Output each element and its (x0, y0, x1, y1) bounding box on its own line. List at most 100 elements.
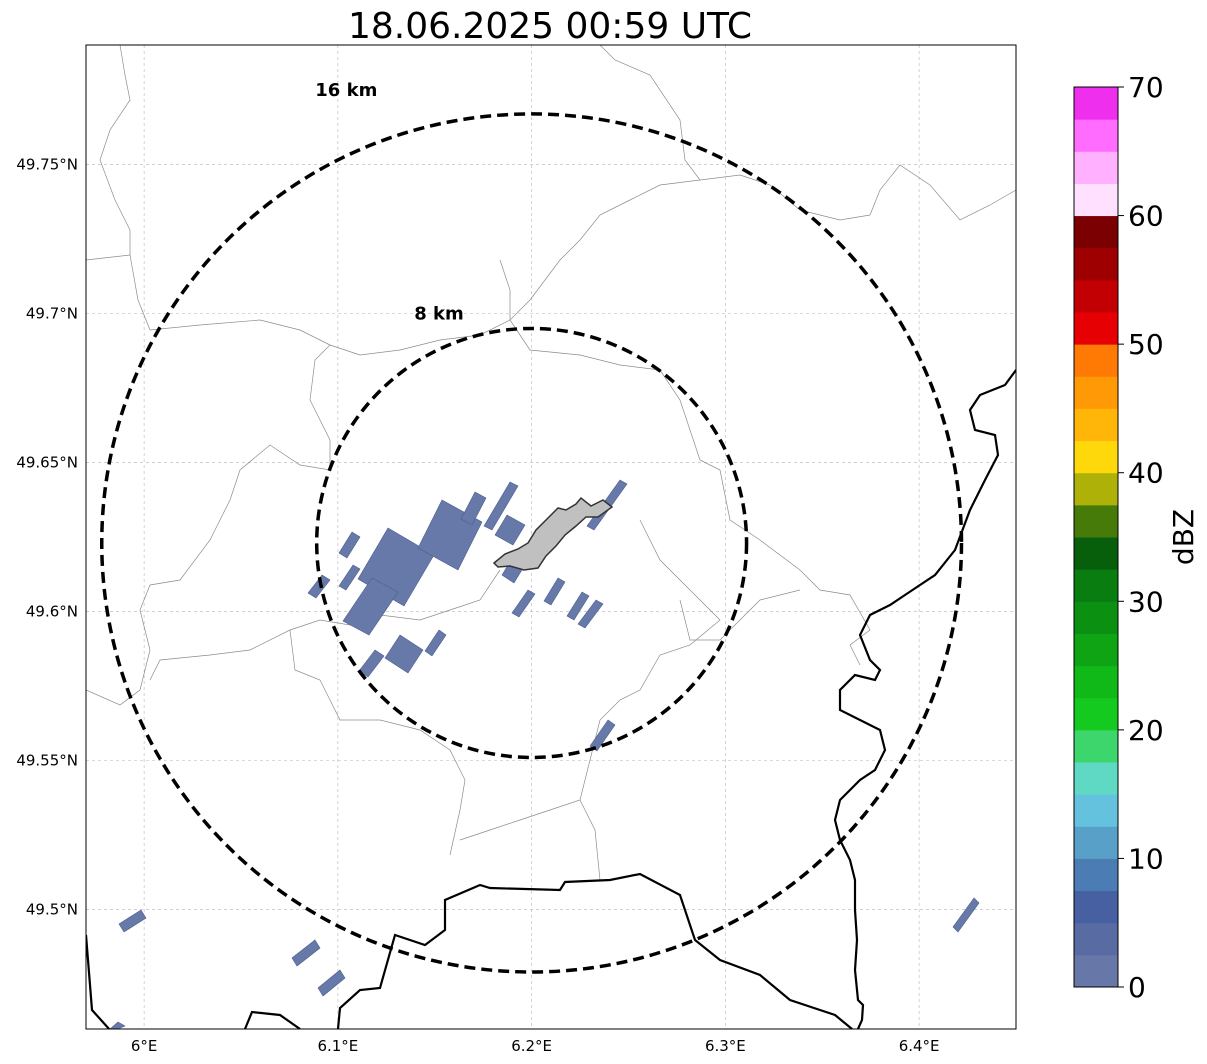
commune-boundary (599, 45, 701, 181)
echo-cell (384, 634, 424, 674)
colorbar-tick-label: 10 (1128, 842, 1164, 875)
colorbar-swatch (1074, 569, 1118, 602)
echo-cell (589, 719, 616, 752)
colorbar-swatch (1074, 954, 1118, 988)
lat-tick-label: 49.7°N (26, 304, 78, 322)
map-frame (85, 44, 1017, 1030)
colorbar-swatch (1074, 215, 1118, 249)
echo-cell (511, 589, 536, 618)
colorbar-ticks: 0 10 20 30 40 50 60 70 (1118, 71, 1164, 1004)
country-border (833, 369, 1016, 1029)
range-ring-label: 8 km (414, 303, 464, 324)
colorbar: 0 10 20 30 40 50 60 70 dBZ (1073, 71, 1200, 1004)
echo-cell (118, 909, 147, 933)
echo-cell (494, 514, 526, 546)
colorbar-swatch (1074, 697, 1118, 731)
range-ring (314, 326, 749, 760)
colorbar-swatch (1074, 151, 1118, 184)
colorbar-swatch (1074, 472, 1118, 506)
colorbar-tick-label: 70 (1128, 71, 1164, 104)
echo-cell (952, 897, 980, 933)
colorbar-frame (1073, 86, 1119, 988)
echo-cell (109, 1021, 126, 1029)
lat-tick-label: 49.5°N (26, 901, 78, 919)
colorbar-swatch (1074, 826, 1118, 859)
colorbar-swatches (1074, 87, 1118, 988)
colorbar-swatch (1074, 858, 1118, 892)
colorbar-swatch (1074, 794, 1118, 827)
country-border (86, 934, 111, 1029)
colorbar-swatch (1074, 890, 1118, 924)
lon-tick-label: 6.4°E (899, 1037, 940, 1055)
commune-boundaries (86, 45, 1016, 881)
colorbar-tick-label: 20 (1128, 714, 1164, 747)
lon-tick-label: 6.2°E (511, 1037, 552, 1055)
map-title: 18.06.2025 00:59 UTC (348, 6, 752, 47)
lat-tick-label: 49.6°N (26, 603, 78, 621)
range-ring-label: 16 km (315, 80, 377, 101)
echo-cell (460, 491, 487, 526)
country-border (336, 872, 853, 1029)
colorbar-swatch (1074, 312, 1118, 345)
commune-boundary (579, 799, 601, 881)
colorbar-tick-label: 50 (1128, 328, 1164, 361)
colorbar-swatch (1074, 601, 1118, 634)
commune-boundary (509, 319, 871, 666)
gridlines (86, 45, 1016, 1029)
colorbar-swatch (1074, 729, 1118, 763)
echo-cell (566, 591, 590, 621)
country-border (243, 1010, 301, 1029)
echo-cell (483, 481, 519, 531)
echo-cell (358, 649, 385, 678)
lon-tick-label: 6°E (131, 1037, 158, 1055)
colorbar-swatch (1074, 344, 1118, 377)
echo-cell (543, 577, 566, 606)
lon-tick-label: 6.1°E (317, 1037, 358, 1055)
colorbar-swatch (1074, 247, 1118, 281)
lon-tick-label: 6.3°E (705, 1037, 746, 1055)
colorbar-swatch (1074, 87, 1118, 120)
colorbar-swatch (1074, 440, 1118, 474)
lat-tick-label: 49.55°N (16, 752, 78, 770)
colorbar-swatch (1074, 408, 1118, 442)
colorbar-swatch (1074, 537, 1118, 570)
commune-boundary (86, 164, 1016, 356)
colorbar-tick-label: 40 (1128, 457, 1164, 490)
map-panel: 8 km 16 km 6°E 6.1°E 6.2°E 6.3°E 6.4°E 49.5°N 4… (16, 44, 1017, 1055)
echo-cell (307, 574, 331, 599)
country-borders (86, 369, 1016, 1029)
colorbar-tick-label: 30 (1128, 585, 1164, 618)
commune-boundary (499, 259, 511, 320)
range-ring (100, 112, 964, 974)
colorbar-swatch (1074, 119, 1118, 152)
colorbar-label: dBZ (1167, 509, 1200, 565)
colorbar-swatch (1074, 183, 1118, 217)
airport-area (492, 496, 614, 571)
commune-boundary (289, 629, 466, 856)
echo-cell (342, 577, 399, 636)
colorbar-swatch (1074, 762, 1118, 795)
echo-cell (317, 969, 346, 997)
echo-cell (338, 564, 361, 591)
echo-cell (291, 939, 321, 967)
commune-boundary (99, 45, 131, 255)
range-rings: 8 km 16 km (100, 80, 964, 974)
colorbar-swatch (1074, 665, 1118, 699)
commune-boundary (679, 589, 801, 641)
commune-boundary (459, 519, 721, 841)
colorbar-swatch (1074, 279, 1118, 313)
colorbar-swatch (1074, 633, 1118, 667)
commune-boundary (149, 569, 501, 681)
commune-boundary (86, 344, 331, 706)
colorbar-tick-label: 60 (1128, 200, 1164, 233)
map-layers: 8 km 16 km (86, 45, 1016, 1029)
echo-cell (577, 599, 604, 629)
colorbar-swatch (1074, 504, 1118, 538)
axis-ticks: 6°E 6.1°E 6.2°E 6.3°E 6.4°E 49.5°N 49.55°N 49.6… (16, 155, 939, 1055)
echo-cell (424, 629, 447, 657)
colorbar-swatch (1074, 376, 1118, 409)
lat-tick-label: 49.65°N (16, 453, 78, 471)
lat-tick-label: 49.75°N (16, 155, 78, 173)
colorbar-tick-label: 0 (1128, 971, 1146, 1004)
